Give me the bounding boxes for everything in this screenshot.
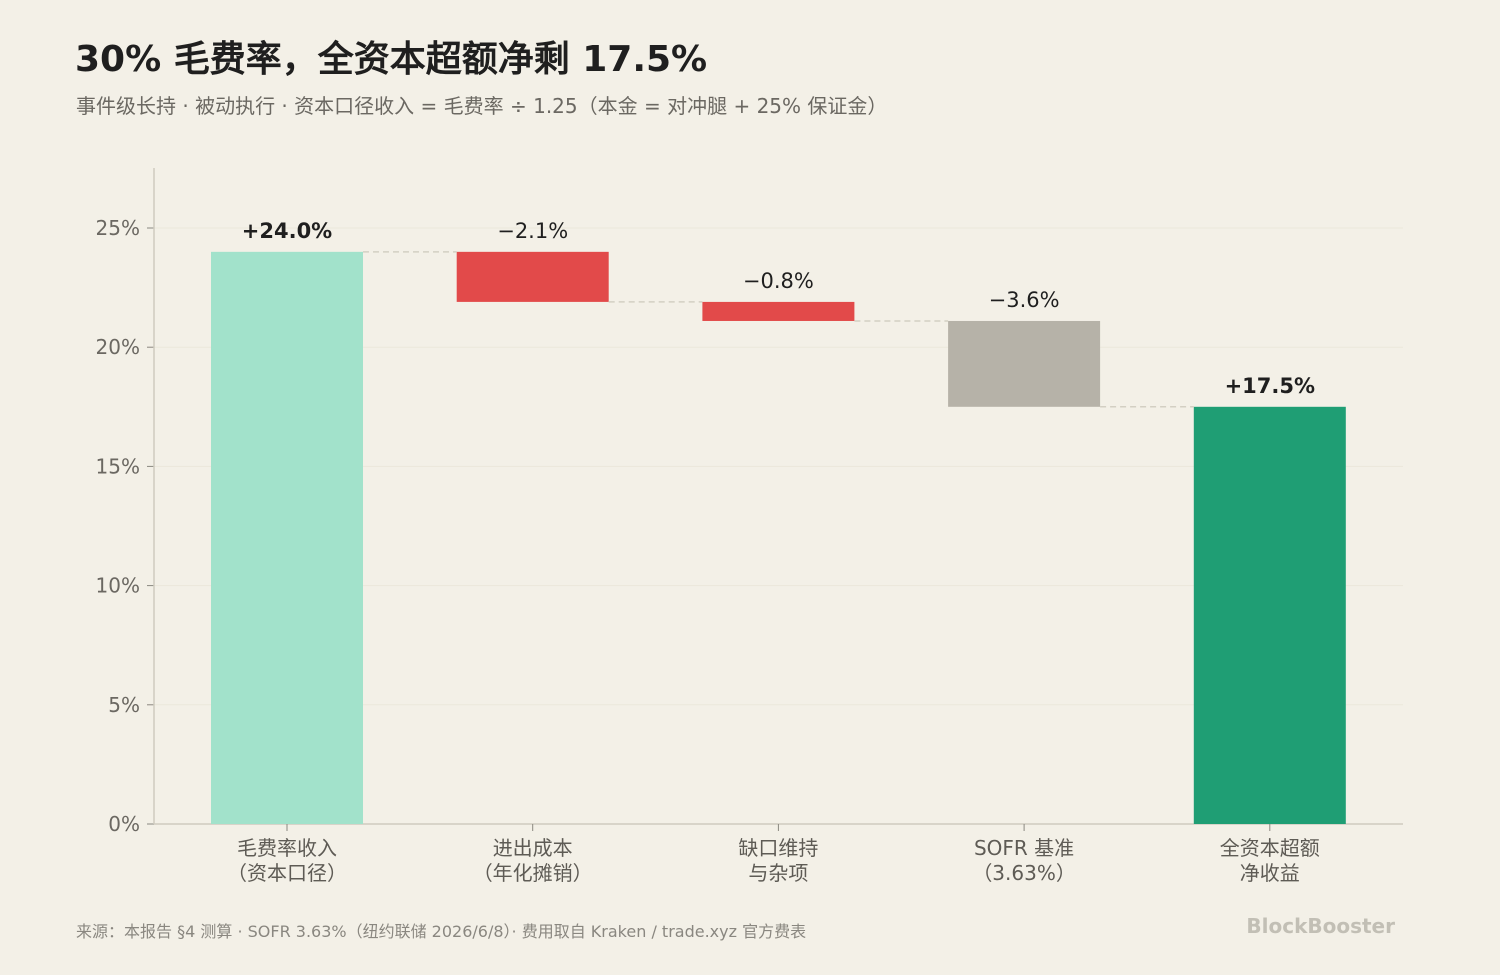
source-note: 来源：本报告 §4 测算 · SOFR 3.63%（纽约联储 2026/6/8）… [76, 922, 807, 941]
data-label: −3.6% [989, 288, 1060, 312]
data-label: +24.0% [242, 219, 332, 243]
bar [1193, 406, 1346, 824]
data-label: −2.1% [497, 219, 568, 243]
bar [948, 320, 1101, 407]
x-tick-label: 与杂项 [748, 861, 808, 885]
x-tick-label: 毛费率收入 [237, 836, 337, 860]
y-tick-label: 20% [96, 335, 140, 359]
x-tick-label: 全资本超额 [1220, 836, 1320, 860]
x-tick-label: 净收益 [1240, 861, 1300, 885]
bar [456, 251, 609, 302]
x-tick-label: （3.63%） [972, 861, 1076, 885]
y-tick-label: 10% [96, 574, 140, 598]
chart-subtitle: 事件级长持 · 被动执行 · 资本口径收入 = 毛费率 ÷ 1.25（本金 = … [76, 94, 888, 118]
bar [702, 301, 855, 321]
chart-title: 30% 毛费率，全资本超额净剩 17.5% [75, 39, 708, 80]
x-tick-label: SOFR 基准 [974, 836, 1074, 860]
x-tick-label: 进出成本 [493, 836, 573, 860]
data-label: +17.5% [1225, 374, 1315, 398]
y-tick-label: 25% [96, 216, 140, 240]
x-tick-label: （年化摊销） [473, 861, 593, 885]
brand-logo: BlockBooster [1246, 914, 1395, 938]
bar [211, 251, 363, 825]
x-tick-label: （资本口径） [227, 861, 347, 885]
y-tick-label: 5% [108, 693, 140, 717]
y-tick-label: 0% [108, 812, 140, 836]
data-label: −0.8% [743, 269, 814, 293]
x-tick-label: 缺口维持 [738, 836, 818, 860]
y-tick-label: 15% [96, 454, 140, 478]
